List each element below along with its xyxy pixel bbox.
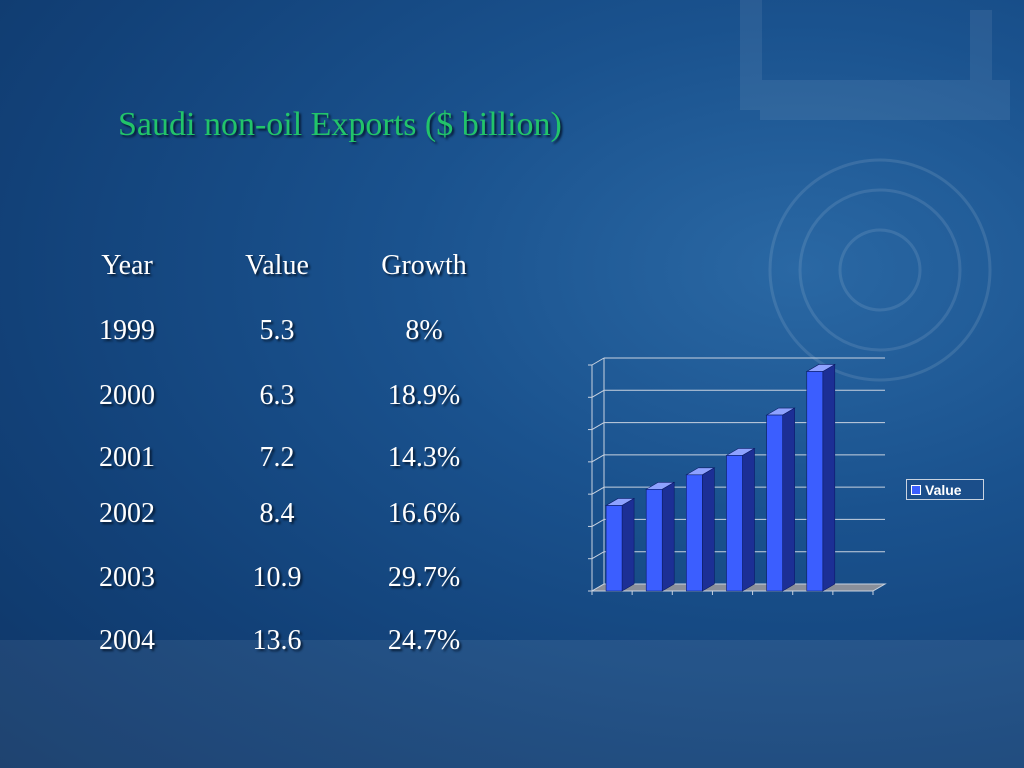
- bar-side: [621, 497, 635, 592]
- bar-front: [766, 414, 783, 592]
- slide-title: Saudi non-oil Exports ($ billion): [118, 106, 562, 143]
- bar-1999: [604, 497, 636, 592]
- bar-front: [686, 474, 703, 592]
- bar-side: [742, 447, 755, 592]
- chart-gridline-side: [591, 518, 605, 527]
- legend-swatch: [911, 484, 921, 495]
- bar-2000: [645, 481, 676, 592]
- table-cell: 6.3: [259, 380, 295, 411]
- table-cell: 7.2: [259, 442, 295, 473]
- table-cell: 1999: [99, 315, 155, 346]
- table-cell: 2002: [99, 498, 155, 529]
- table-cell: 13.6: [252, 625, 302, 656]
- table-cell: 2001: [99, 442, 155, 473]
- table-header: Year: [101, 250, 153, 281]
- bar-front: [645, 489, 663, 592]
- table-cell: 29.7%: [387, 562, 461, 593]
- bar-front: [605, 505, 623, 592]
- chart-gridline-side: [591, 357, 605, 366]
- table-cell: 2004: [99, 625, 155, 656]
- bar-2002: [725, 447, 756, 592]
- exports-bar-chart: [588, 357, 887, 595]
- bar-2003: [765, 407, 796, 592]
- table-cell: 2003: [99, 562, 155, 593]
- bar-front: [806, 371, 824, 592]
- table-header: Value: [245, 250, 309, 281]
- table-header: Growth: [381, 250, 467, 281]
- table-cell: 8.4: [259, 498, 295, 529]
- chart-gridline-side: [591, 454, 605, 463]
- bar-2004: [805, 363, 836, 592]
- bar-front: [726, 455, 743, 592]
- table-cell: 2000: [99, 380, 155, 411]
- chart-legend: Value: [906, 479, 984, 500]
- bar-side: [661, 481, 675, 592]
- bar-side: [702, 467, 715, 592]
- chart-gridline-side: [591, 389, 605, 398]
- legend-label: Value: [925, 481, 962, 498]
- table-cell: 5.3: [259, 315, 295, 346]
- table-cell: 24.7%: [387, 625, 461, 656]
- table-cell: 14.3%: [387, 442, 461, 473]
- chart-gridline-side: [591, 486, 605, 495]
- table-cell: 16.6%: [387, 498, 461, 529]
- table-cell: 8%: [405, 315, 443, 346]
- bar-side: [782, 407, 795, 592]
- bar-2001: [685, 467, 716, 592]
- chart-gridline-side: [591, 422, 605, 431]
- bar-side: [822, 363, 836, 592]
- chart-gridline-side: [591, 551, 605, 560]
- table-cell: 18.9%: [387, 380, 461, 411]
- table-cell: 10.9: [252, 562, 302, 593]
